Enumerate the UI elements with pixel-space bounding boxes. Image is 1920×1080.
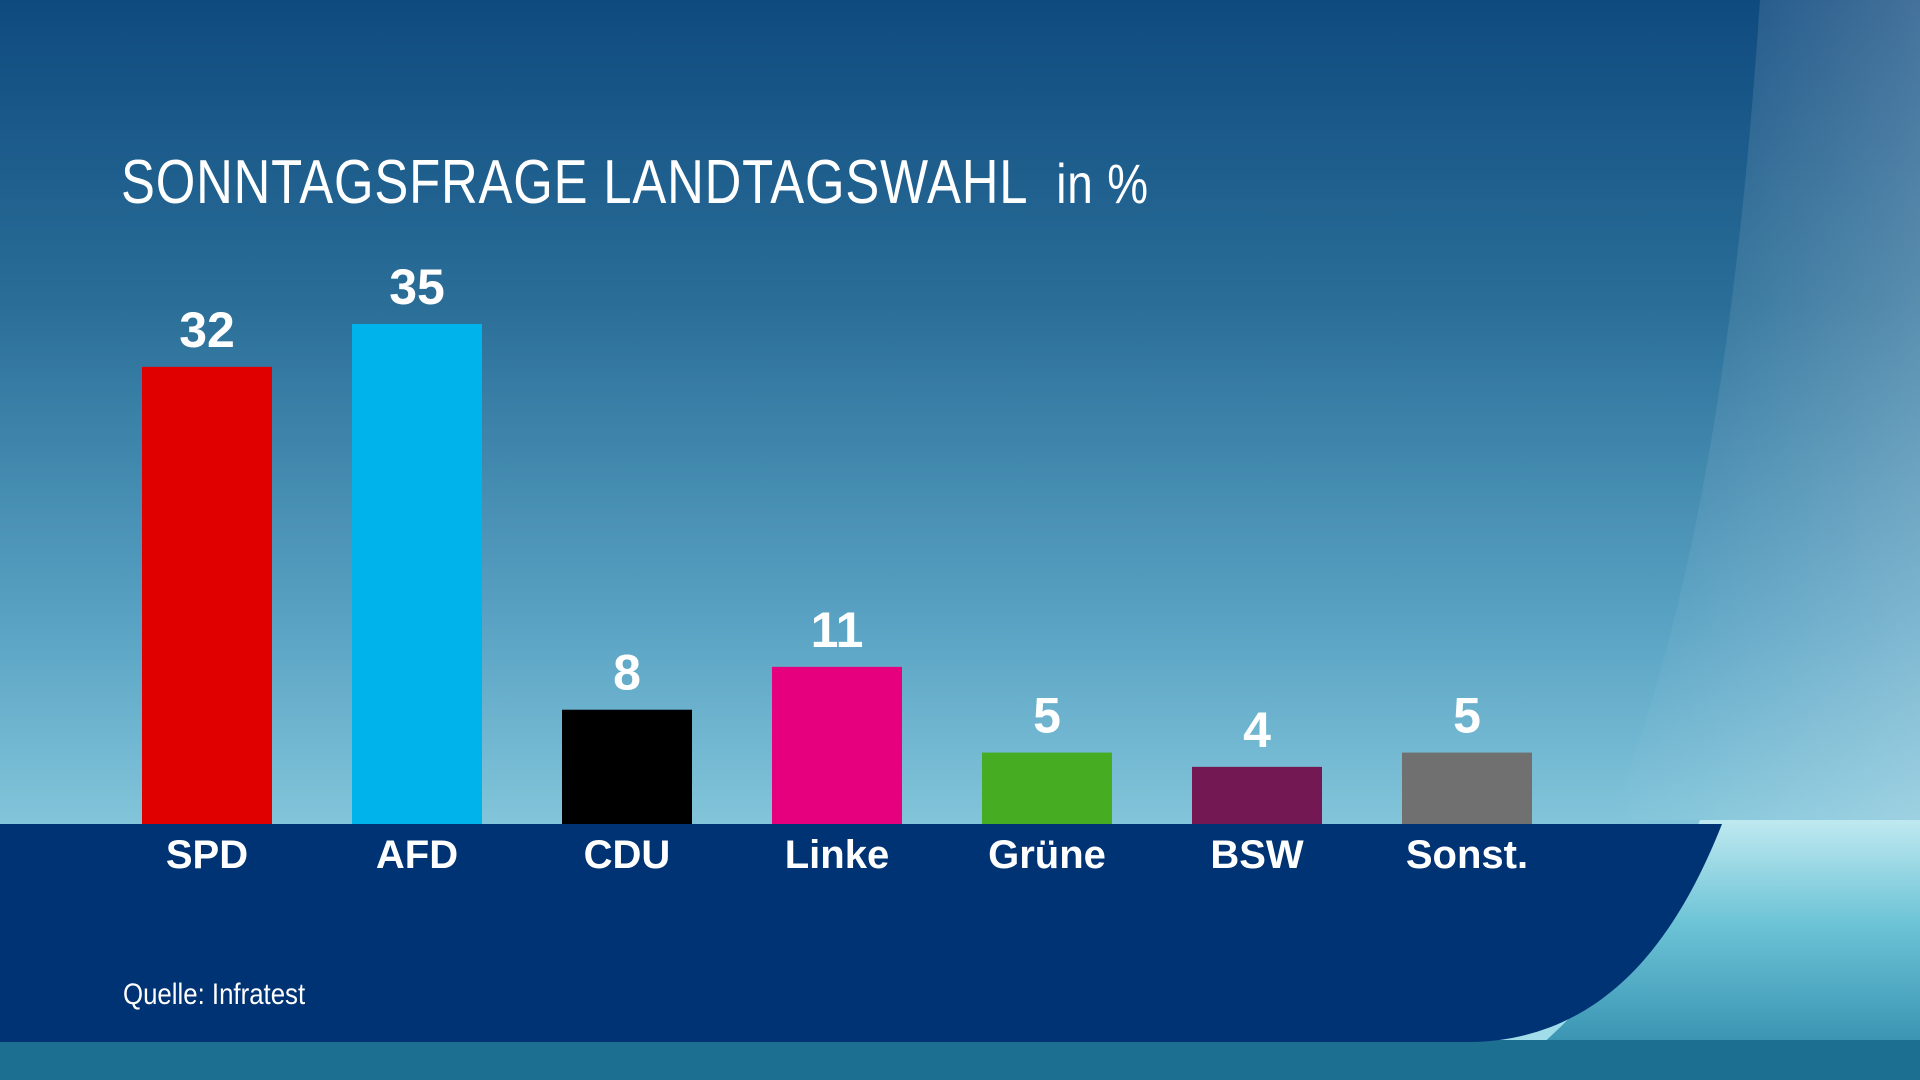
value-label-sonst: 5 <box>1453 688 1481 744</box>
chart-unit: in % <box>1056 152 1149 215</box>
category-label-sonst: Sonst. <box>1406 833 1528 877</box>
bar-sonst <box>1402 752 1532 824</box>
chart-title-text: SONNTAGSFRAGE LANDTAGSWAHL <box>121 148 1029 217</box>
value-label-spd: 32 <box>179 302 235 358</box>
category-label-afd: AFD <box>376 833 458 877</box>
category-label-cdu: CDU <box>584 833 671 877</box>
category-label-linke: Linke <box>785 833 889 877</box>
category-label-gruene: Grüne <box>988 833 1106 877</box>
bar-linke <box>772 666 902 824</box>
bar-spd <box>142 366 272 824</box>
source-note: Quelle: Infratest <box>123 978 306 1011</box>
bar-bsw <box>1192 766 1322 824</box>
value-label-linke: 11 <box>811 602 864 658</box>
bar-gruene <box>982 752 1112 824</box>
bottom-panel <box>0 824 1722 1042</box>
bar-cdu <box>562 709 692 824</box>
category-label-bsw: BSW <box>1210 833 1304 877</box>
value-label-afd: 35 <box>389 259 445 315</box>
value-label-bsw: 4 <box>1243 702 1271 758</box>
category-label-spd: SPD <box>166 833 248 877</box>
value-label-cdu: 8 <box>613 645 641 701</box>
chart-title: SONNTAGSFRAGE LANDTAGSWAHL in % <box>121 147 1149 218</box>
value-label-gruene: 5 <box>1033 688 1061 744</box>
bar-afd <box>352 324 482 824</box>
